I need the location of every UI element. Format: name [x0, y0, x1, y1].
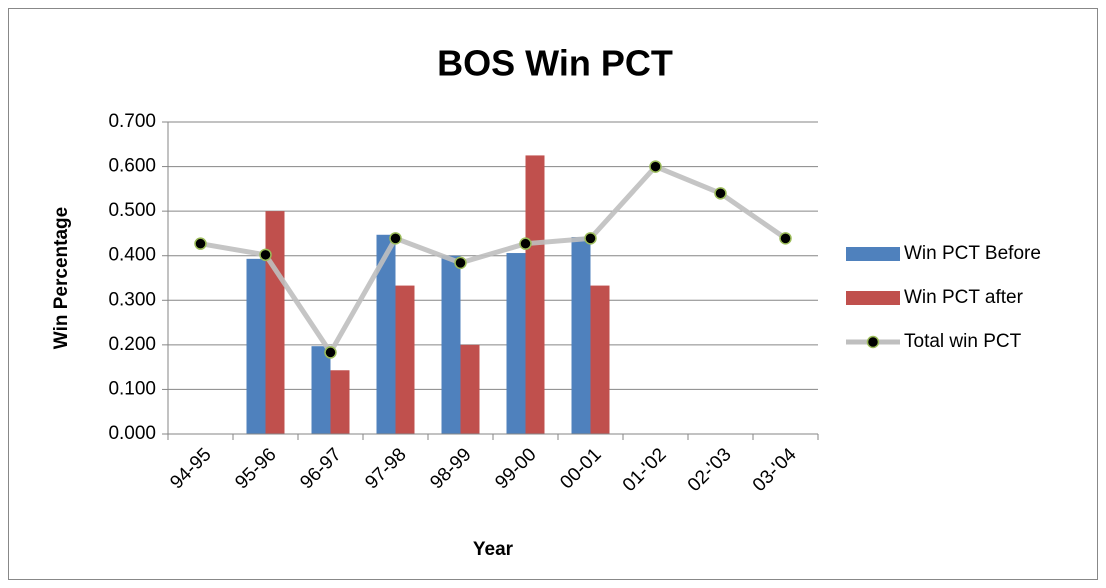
- line: [200, 164, 787, 355]
- line-marker: [649, 160, 662, 173]
- x-axis-label: Year: [473, 539, 514, 560]
- legend-swatch: [846, 247, 900, 261]
- bar: [441, 255, 461, 434]
- y-tick-label: 0.600: [108, 156, 156, 177]
- y-tick-label: 0.400: [108, 245, 156, 266]
- bar: [395, 285, 415, 434]
- line-marker: [779, 232, 792, 245]
- y-axis-label: Win Percentage: [51, 207, 72, 349]
- chart-border: [8, 8, 1098, 580]
- line-marker: [324, 346, 337, 359]
- legend-label: Win PCT Before: [904, 243, 1041, 264]
- line-marker: [584, 232, 597, 245]
- y-tick-label: 0.200: [108, 334, 156, 355]
- legend-label: Win PCT after: [904, 287, 1024, 308]
- y-tick-label: 0.700: [108, 111, 156, 132]
- line-marker: [714, 187, 727, 200]
- legend-label: Total win PCT: [904, 331, 1022, 352]
- y-tick-label: 0.300: [108, 289, 156, 310]
- y-tick-label: 0.500: [108, 200, 156, 221]
- bar: [311, 346, 331, 434]
- bar: [525, 155, 545, 434]
- legend-swatch: [866, 335, 880, 349]
- bar: [460, 344, 480, 434]
- line-marker: [194, 237, 207, 250]
- line-marker: [389, 232, 402, 245]
- line-marker: [454, 256, 467, 270]
- y-tick-label: 0.100: [108, 378, 156, 399]
- chart-title: BOS Win PCT: [437, 43, 673, 84]
- bar: [330, 370, 350, 434]
- bar: [265, 211, 285, 434]
- line-marker: [259, 248, 272, 262]
- bar: [376, 234, 396, 434]
- legend-swatch: [846, 291, 900, 305]
- bar: [506, 253, 526, 434]
- y-tick-label: 0.000: [108, 423, 156, 444]
- line-marker: [519, 237, 532, 250]
- bar: [571, 236, 591, 434]
- bar: [590, 285, 610, 434]
- bar: [246, 258, 266, 434]
